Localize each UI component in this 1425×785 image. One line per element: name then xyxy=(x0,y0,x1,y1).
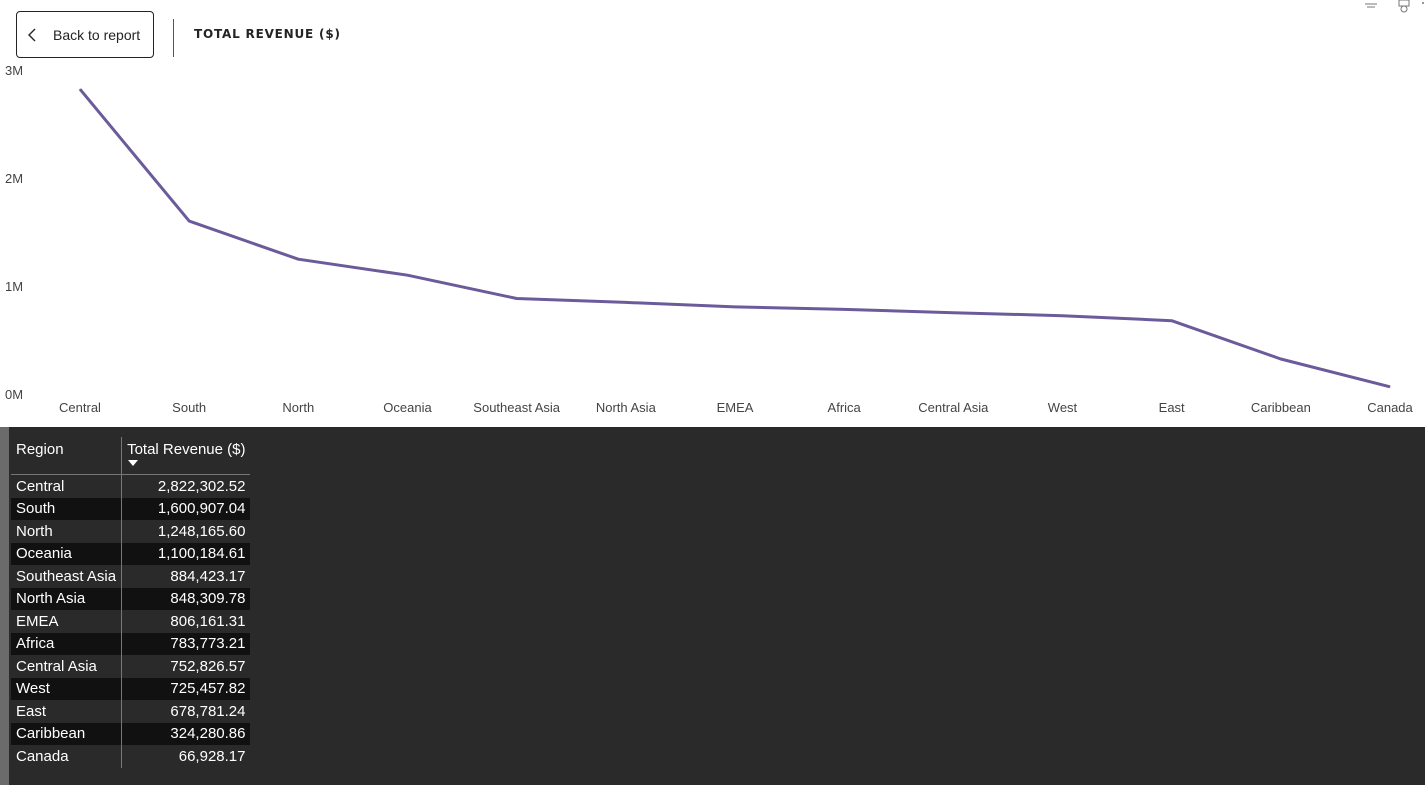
region-cell: EMEA xyxy=(11,610,123,633)
table-row[interactable]: Canada 66,928.17 xyxy=(11,745,251,768)
x-tick-label: South xyxy=(172,400,206,415)
revenue-cell: 806,161.31 xyxy=(121,610,251,633)
data-points xyxy=(79,88,1391,388)
data-point[interactable] xyxy=(516,297,518,299)
region-cell: Oceania xyxy=(11,542,123,565)
column-header-label: Total Revenue ($) xyxy=(127,441,246,458)
revenue-cell: 1,600,907.04 xyxy=(121,497,251,520)
y-tick-label: 3M xyxy=(5,63,23,78)
table-row[interactable]: Africa 783,773.21 xyxy=(11,632,251,655)
data-point[interactable] xyxy=(1062,315,1063,317)
region-cell: Southeast Asia xyxy=(11,565,123,588)
sort-descending-icon xyxy=(128,460,139,466)
table-row[interactable]: Central 2,822,302.52 xyxy=(11,474,251,498)
filter-icon[interactable] xyxy=(1365,3,1377,8)
table-row[interactable]: Caribbean 324,280.86 xyxy=(11,722,251,745)
data-point[interactable] xyxy=(1280,358,1282,360)
x-tick-label: East xyxy=(1159,400,1185,415)
region-cell: Caribbean xyxy=(11,722,123,745)
table-header-row: Region Total Revenue ($) xyxy=(11,437,251,475)
panel-edge xyxy=(0,427,9,785)
table-row[interactable]: Southeast Asia 884,423.17 xyxy=(11,565,251,588)
x-tick-label: Canada xyxy=(1367,400,1413,415)
table-row[interactable]: South 1,600,907.04 xyxy=(11,497,251,520)
x-tick-label: EMEA xyxy=(717,400,754,415)
data-point[interactable] xyxy=(625,301,627,303)
x-tick-label: North xyxy=(282,400,314,415)
x-tick-label: North Asia xyxy=(596,400,657,415)
x-tick-label: Central xyxy=(59,400,101,415)
table-row[interactable]: EMEA 806,161.31 xyxy=(11,610,251,633)
visual-header-icons xyxy=(1365,0,1424,13)
data-point[interactable] xyxy=(407,274,408,276)
region-cell: North Asia xyxy=(11,587,123,610)
revenue-cell: 324,280.86 xyxy=(121,722,251,745)
revenue-cell: 752,826.57 xyxy=(121,655,251,678)
table-body: Central 2,822,302.52 South 1,600,907.04 Nort… xyxy=(11,474,251,768)
x-tick-label: Central Asia xyxy=(918,400,989,415)
region-cell: East xyxy=(11,700,123,723)
x-tick-label: Southeast Asia xyxy=(473,400,560,415)
x-axis: Central South North Oceania Southeast Asia No… xyxy=(59,400,1413,415)
table-row[interactable]: West 725,457.82 xyxy=(11,677,251,700)
revenue-cell: 848,309.78 xyxy=(121,587,251,610)
line-chart: 0M 1M 2M 3M Central South North Oceania Southea… xyxy=(5,63,1414,415)
revenue-cell: 725,457.82 xyxy=(121,677,251,700)
revenue-series-line[interactable] xyxy=(78,88,1391,389)
data-point[interactable] xyxy=(79,88,81,90)
revenue-cell: 1,100,184.61 xyxy=(121,542,251,565)
more-options-icon[interactable] xyxy=(1422,2,1424,4)
revenue-table: Region Total Revenue ($) Central 2,822,30… xyxy=(11,437,251,768)
region-cell: Canada xyxy=(11,745,123,768)
region-cell: North xyxy=(11,520,123,543)
region-cell: West xyxy=(11,677,123,700)
data-table-panel: Region Total Revenue ($) Central 2,822,30… xyxy=(0,427,1425,785)
header-divider xyxy=(173,19,174,57)
table-row[interactable]: North Asia 848,309.78 xyxy=(11,587,251,610)
revenue-cell: 678,781.24 xyxy=(121,700,251,723)
data-point[interactable] xyxy=(1171,320,1173,322)
revenue-cell: 1,248,165.60 xyxy=(121,520,251,543)
data-point[interactable] xyxy=(843,308,845,310)
table-row[interactable]: East 678,781.24 xyxy=(11,700,251,723)
x-tick-label: Oceania xyxy=(383,400,432,415)
data-point[interactable] xyxy=(297,258,299,260)
data-point[interactable] xyxy=(952,312,954,314)
revenue-cell: 884,423.17 xyxy=(121,565,251,588)
revenue-cell: 2,822,302.52 xyxy=(121,474,251,498)
column-header-total-revenue[interactable]: Total Revenue ($) xyxy=(121,437,251,475)
chevron-left-icon xyxy=(28,28,36,41)
region-cell: Central Asia xyxy=(11,655,123,678)
back-button-label: Back to report xyxy=(53,26,141,43)
y-tick-label: 0M xyxy=(5,387,23,402)
table-row[interactable]: North 1,248,165.60 xyxy=(11,520,251,543)
back-to-report-button[interactable]: Back to report xyxy=(16,11,154,58)
data-point[interactable] xyxy=(734,306,736,308)
column-header-region[interactable]: Region xyxy=(11,437,123,475)
x-tick-label: Caribbean xyxy=(1251,400,1311,415)
region-cell: South xyxy=(11,497,123,520)
region-cell: Central xyxy=(11,474,123,498)
table-row[interactable]: Oceania 1,100,184.61 xyxy=(11,542,251,565)
focus-mode-icon[interactable] xyxy=(1398,0,1410,13)
y-tick-label: 2M xyxy=(5,171,23,186)
table-row[interactable]: Central Asia 752,826.57 xyxy=(11,655,251,678)
data-point[interactable] xyxy=(188,220,190,222)
data-point[interactable] xyxy=(1389,386,1391,388)
x-tick-label: Africa xyxy=(828,400,862,415)
region-cell: Africa xyxy=(11,632,123,655)
visual-title: TOTAL REVENUE ($) xyxy=(194,27,341,41)
revenue-cell: 783,773.21 xyxy=(121,632,251,655)
y-tick-label: 1M xyxy=(5,279,23,294)
y-axis: 0M 1M 2M 3M xyxy=(5,63,23,402)
revenue-cell: 66,928.17 xyxy=(121,745,251,768)
x-tick-label: West xyxy=(1048,400,1078,415)
